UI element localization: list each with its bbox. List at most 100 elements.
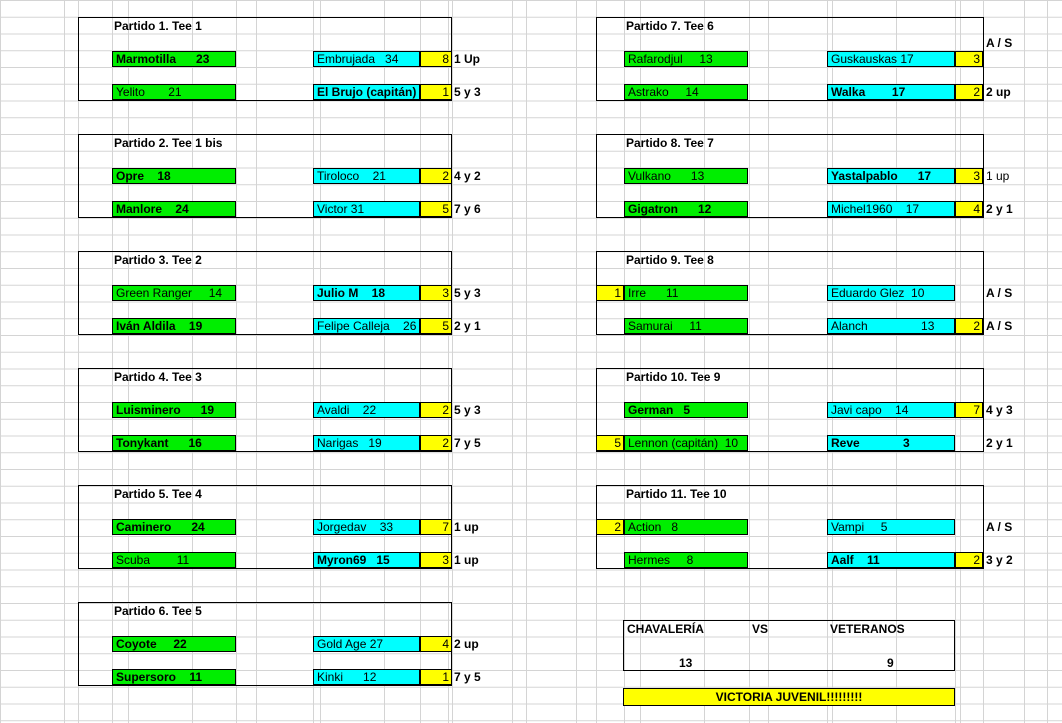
score-cell[interactable]: 3 (955, 51, 983, 67)
match-result[interactable]: 2 up (454, 637, 479, 651)
match-title[interactable]: Partido 7. Tee 6 (626, 19, 714, 33)
score-cell[interactable]: 2 (955, 318, 983, 334)
match-result[interactable]: 1 Up (454, 52, 481, 66)
player-left-cell[interactable]: Tonykant 16 (112, 435, 236, 451)
match-title[interactable]: Partido 11. Tee 10 (626, 487, 727, 501)
match-result[interactable]: 4 y 2 (454, 169, 481, 183)
match-title[interactable]: Partido 2. Tee 1 bis (114, 136, 223, 150)
match-title[interactable]: Partido 9. Tee 8 (626, 253, 714, 267)
score-cell[interactable]: 1 (420, 669, 452, 685)
team-b-label[interactable]: VETERANOS (830, 622, 905, 636)
team-b-score[interactable]: 9 (887, 656, 894, 670)
player-right-cell[interactable]: Eduardo Glez 10 (827, 285, 955, 301)
player-right-cell[interactable]: Tiroloco 21 (313, 168, 420, 184)
match-result[interactable]: A / S (986, 36, 1013, 50)
player-right-cell[interactable]: Vampi 5 (827, 519, 955, 535)
match-result[interactable]: 5 y 3 (454, 403, 481, 417)
player-left-cell[interactable]: Lennon (capitán) 10 (624, 435, 748, 451)
match-result[interactable]: 1 up (454, 553, 479, 567)
player-right-cell[interactable]: Narigas 19 (313, 435, 420, 451)
match-result[interactable]: 7 y 5 (454, 436, 481, 450)
score-cell[interactable]: 2 (420, 435, 452, 451)
match-title[interactable]: Partido 5. Tee 4 (114, 487, 202, 501)
player-left-cell[interactable]: Vulkano 13 (624, 168, 748, 184)
player-left-cell[interactable]: Irre 11 (624, 285, 748, 301)
player-left-cell[interactable]: Luisminero 19 (112, 402, 236, 418)
player-right-cell[interactable]: Gold Age 27 (313, 636, 420, 652)
player-right-cell[interactable]: Victor 31 (313, 201, 420, 217)
player-left-cell[interactable]: Samurai 11 (624, 318, 748, 334)
player-left-cell[interactable]: Caminero 24 (112, 519, 236, 535)
team-a-score[interactable]: 13 (679, 656, 693, 670)
match-result[interactable]: A / S (986, 286, 1013, 300)
match-result[interactable]: 2 y 1 (454, 319, 481, 333)
player-right-cell[interactable]: Kinki 12 (313, 669, 420, 685)
score-cell[interactable]: 8 (420, 51, 452, 67)
team-a-label[interactable]: CHAVALERÍA (627, 622, 704, 636)
player-right-cell[interactable]: Javi capo 14 (827, 402, 955, 418)
match-title[interactable]: Partido 6. Tee 5 (114, 604, 202, 618)
player-right-cell[interactable]: Julio M 18 (313, 285, 420, 301)
score-cell[interactable]: 2 (955, 552, 983, 568)
player-right-cell[interactable]: Michel1960 17 (827, 201, 955, 217)
score-cell[interactable]: 7 (955, 402, 983, 418)
pre-score-cell[interactable]: 2 (596, 519, 624, 535)
player-left-cell[interactable]: Opre 18 (112, 168, 236, 184)
player-left-cell[interactable]: Rafarodjul 13 (624, 51, 748, 67)
player-right-cell[interactable]: Myron69 15 (313, 552, 420, 568)
match-result[interactable]: 2 y 1 (986, 436, 1013, 450)
player-left-cell[interactable]: Action 8 (624, 519, 748, 535)
score-cell[interactable]: 4 (420, 636, 452, 652)
match-title[interactable]: Partido 8. Tee 7 (626, 136, 714, 150)
player-left-cell[interactable]: Manlore 24 (112, 201, 236, 217)
victory-banner[interactable]: VICTORIA JUVENIL!!!!!!!!! (623, 688, 955, 706)
score-cell[interactable]: 5 (420, 201, 452, 217)
score-cell[interactable]: 3 (420, 285, 452, 301)
score-cell[interactable]: 4 (955, 201, 983, 217)
match-result[interactable]: 1 up (454, 520, 479, 534)
player-left-cell[interactable]: Supersoro 11 (112, 669, 236, 685)
match-result[interactable]: 4 y 3 (986, 403, 1013, 417)
player-right-cell[interactable]: Felipe Calleja 26 (313, 318, 420, 334)
match-title[interactable]: Partido 3. Tee 2 (114, 253, 202, 267)
player-right-cell[interactable]: Yastalpablo 17 (827, 168, 955, 184)
player-left-cell[interactable]: Hermes 8 (624, 552, 748, 568)
player-right-cell[interactable]: Alanch 13 (827, 318, 955, 334)
player-left-cell[interactable]: Scuba 11 (112, 552, 236, 568)
match-result[interactable]: 7 y 6 (454, 202, 481, 216)
match-result[interactable]: 3 y 2 (986, 553, 1013, 567)
player-right-cell[interactable]: Jorgedav 33 (313, 519, 420, 535)
player-left-cell[interactable]: Coyote 22 (112, 636, 236, 652)
match-result[interactable]: 2 y 1 (986, 202, 1013, 216)
player-right-cell[interactable]: Embrujada 34 (313, 51, 420, 67)
score-cell[interactable]: 7 (420, 519, 452, 535)
vs-label[interactable]: VS (752, 622, 769, 636)
match-title[interactable]: Partido 4. Tee 3 (114, 370, 202, 384)
match-result[interactable]: A / S (986, 520, 1013, 534)
player-left-cell[interactable]: Yelito 21 (112, 84, 236, 100)
player-left-cell[interactable]: Astrako 14 (624, 84, 748, 100)
pre-score-cell[interactable]: 1 (596, 285, 624, 301)
player-left-cell[interactable]: Gigatron 12 (624, 201, 748, 217)
player-right-cell[interactable]: Guskauskas 17 (827, 51, 955, 67)
player-left-cell[interactable]: Green Ranger 14 (112, 285, 236, 301)
match-result[interactable]: 5 y 3 (454, 286, 481, 300)
score-cell[interactable]: 1 (420, 84, 452, 100)
score-cell[interactable]: 5 (420, 318, 452, 334)
player-right-cell[interactable]: Aalf 11 (827, 552, 955, 568)
match-title[interactable]: Partido 10. Tee 9 (626, 370, 721, 384)
match-result[interactable]: 7 y 5 (454, 670, 481, 684)
player-right-cell[interactable]: Avaldi 22 (313, 402, 420, 418)
player-right-cell[interactable]: Walka 17 (827, 84, 955, 100)
player-right-cell[interactable]: Reve 3 (827, 435, 955, 451)
player-left-cell[interactable]: Iván Aldila 19 (112, 318, 236, 334)
player-left-cell[interactable]: German 5 (624, 402, 748, 418)
match-result[interactable]: 5 y 3 (454, 85, 481, 99)
score-cell[interactable]: 2 (955, 84, 983, 100)
match-result[interactable]: 1 up (986, 169, 1010, 183)
score-cell[interactable]: 3 (420, 552, 452, 568)
score-cell[interactable]: 3 (955, 168, 983, 184)
score-cell[interactable]: 2 (420, 402, 452, 418)
player-left-cell[interactable]: Marmotilla 23 (112, 51, 236, 67)
score-cell[interactable]: 2 (420, 168, 452, 184)
